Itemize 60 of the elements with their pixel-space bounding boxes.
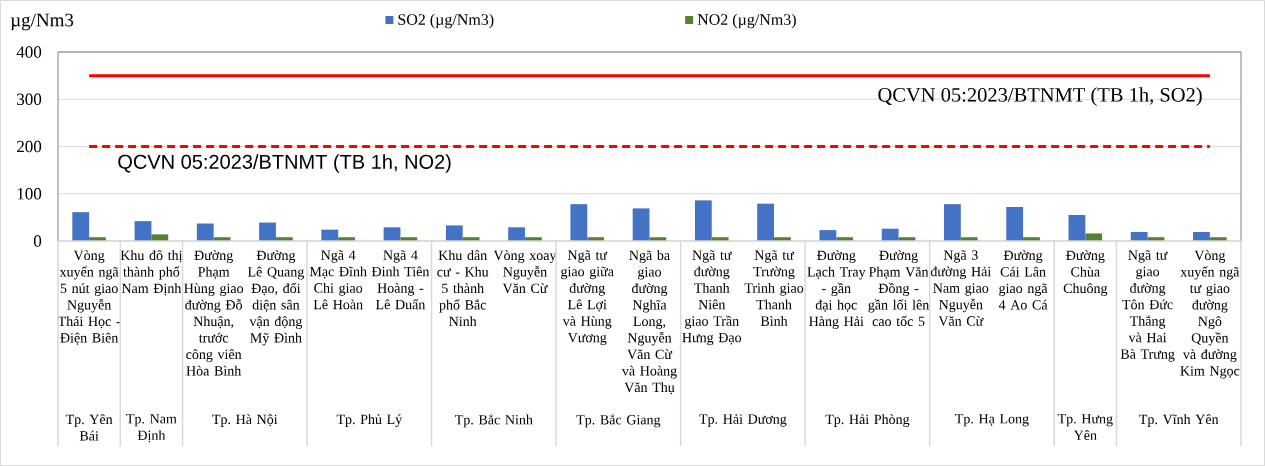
y-tick-label: 400 [16,46,42,58]
category-label: Ngã ba giao đường Nghĩa Long, Nguyễn Văn Cừ và Hoàng Văn Thụ [621,250,677,395]
x-tick-label: Đường Phạm Văn Đồng - gần lối lên cao tốc 5 [868,250,930,327]
x-tick-label: Vòng xoay Nguyễn Văn Cừ [493,250,557,294]
bar [508,227,525,241]
legend-label: SO2 (µg/Nm3) [398,13,494,29]
bar [881,228,899,241]
x-tick-label: Khu dân cư - Khu 5 thành phố Bắc Ninh [437,250,489,326]
x-tick-label: Ngã 4 Mạc Đĩnh Chi giao Lê Hoàn [309,250,367,310]
y-tick-label: 300 [17,93,42,105]
x-tick-label: Vòng xuyến ngã 5 nút giao Nguyễn Thái Học - Điện Biên [57,250,121,345]
x-tick-label: Đường Chùa Chuông [1063,250,1108,296]
x-tick-label: Vòng xuyến ngã tư giao đường Ngô Quyền và đường Kim Ngọc [1180,250,1240,379]
bar [259,222,276,241]
bar [1085,233,1103,241]
bar [1068,215,1086,241]
text: Tp. Hải Dương [699,414,787,427]
bar [632,208,650,241]
x-tick-label: Ngã 3 đường Hải Nam giao Nguyễn Văn Cừ [930,250,991,326]
bar [383,227,401,241]
y-tick-label: 0 [33,235,42,247]
y-tick-label: 100 [17,188,42,200]
x-tick-label: Ngã tư Trường Trinh giao Thanh Bình [744,250,804,326]
x-tick-label: Đường Cái Lân giao ngã 4 Ao Cá [998,250,1048,310]
text: Tp. Hải Phòng [825,414,910,427]
x-tick-label: Ngã tư đường Thanh Niên giao Trần Hưng Đạo [682,250,742,346]
x-tick-label: Ngã tư giao giữa đường Lê Lợi và Hùng Vương [561,250,614,346]
x-tick-label: Đường Lạch Tray - gần đại học Hàng Hải [807,250,866,329]
bar [1006,206,1024,241]
bar [1193,232,1210,241]
x-tick-label: Khu đô thị thành phố Nam Định [120,250,183,296]
text: Tp. Bắc Ninh [455,414,533,428]
text: Tp. Hưng Yên [1057,414,1113,441]
bar [757,203,775,241]
bar [134,221,152,241]
text: Tp. Vĩnh Yên [1139,414,1219,427]
bar [570,204,588,241]
text: Tp. Yên Bái [65,414,113,441]
x-tick-label: Đường Lê Quang Đạo, đối diện sân vận động Mỹ Đình [247,250,305,346]
series-label: QCVN 05:2023/BTNMT (TB 1h, SO2) [878,87,1202,106]
bar [72,212,90,241]
y-axis-title: µg/Nm3 [10,13,74,31]
text: Tp. Hà Nội [212,414,278,427]
x-tick-label: Ngã 4 Đinh Tiên Hoàng - Lê Duẩn [371,250,430,310]
bar [196,223,214,241]
bar [819,230,837,241]
text: Tp. Phủ Lý [336,414,403,427]
text: Tp. Nam Định [126,414,177,443]
text: Tp. Bắc Giang [576,414,661,428]
bar [1130,232,1148,241]
x-tick-label: Ngã tư giao đường Tôn Đức Thắng và Hai Bà Trưng [1120,250,1175,362]
bar [694,200,712,241]
x-tick-label: Đường Phạm Hùng giao đường Đỗ Nhuận, trước công viên Hòa Bình [184,250,244,376]
text: Tp. Hạ Long [955,414,1029,427]
bar [944,204,961,241]
bar [445,225,463,241]
legend-label: NO2 (µg/Nm3) [697,13,796,29]
y-tick-label: 200 [17,140,42,153]
series-label: QCVN 05:2023/BTNMT (TB 1h, NO2) [118,154,451,173]
bar [151,234,169,241]
